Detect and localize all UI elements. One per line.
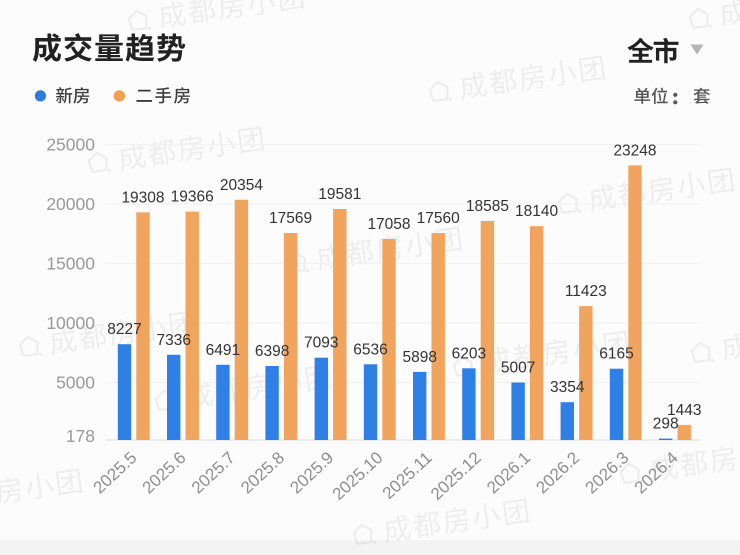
svg-text:17569: 17569 — [269, 210, 312, 227]
svg-text:6536: 6536 — [353, 341, 387, 358]
svg-text:18140: 18140 — [515, 203, 558, 220]
svg-text:18585: 18585 — [466, 198, 509, 215]
svg-text:6203: 6203 — [452, 345, 486, 362]
svg-text:298: 298 — [653, 416, 679, 433]
svg-text:3354: 3354 — [550, 379, 585, 396]
svg-text:19308: 19308 — [121, 189, 164, 206]
svg-text:7336: 7336 — [156, 332, 190, 349]
svg-text:6491: 6491 — [206, 342, 240, 359]
svg-text:17560: 17560 — [417, 210, 460, 227]
svg-text:25000: 25000 — [46, 135, 95, 155]
svg-text:5007: 5007 — [501, 360, 535, 377]
svg-text:7093: 7093 — [304, 335, 338, 352]
svg-text:20000: 20000 — [46, 194, 95, 214]
svg-text:11423: 11423 — [565, 283, 607, 300]
svg-text:20354: 20354 — [220, 177, 263, 194]
svg-text:1443: 1443 — [667, 402, 701, 419]
svg-text:19366: 19366 — [171, 189, 214, 206]
svg-text:5000: 5000 — [56, 373, 95, 393]
svg-text:17058: 17058 — [367, 216, 410, 233]
svg-text:6398: 6398 — [255, 343, 289, 360]
svg-text:8227: 8227 — [107, 321, 141, 338]
svg-text:10000: 10000 — [46, 313, 95, 333]
svg-text:15000: 15000 — [46, 254, 95, 274]
svg-text:23248: 23248 — [613, 142, 656, 159]
svg-text:19581: 19581 — [318, 186, 361, 203]
svg-text:5898: 5898 — [402, 349, 436, 366]
svg-text:6165: 6165 — [599, 346, 633, 363]
svg-text:178: 178 — [66, 426, 95, 446]
